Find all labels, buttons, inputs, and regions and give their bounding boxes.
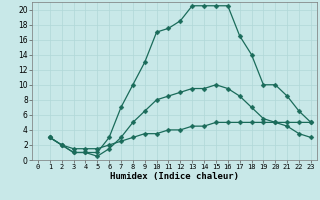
X-axis label: Humidex (Indice chaleur): Humidex (Indice chaleur) xyxy=(110,172,239,181)
